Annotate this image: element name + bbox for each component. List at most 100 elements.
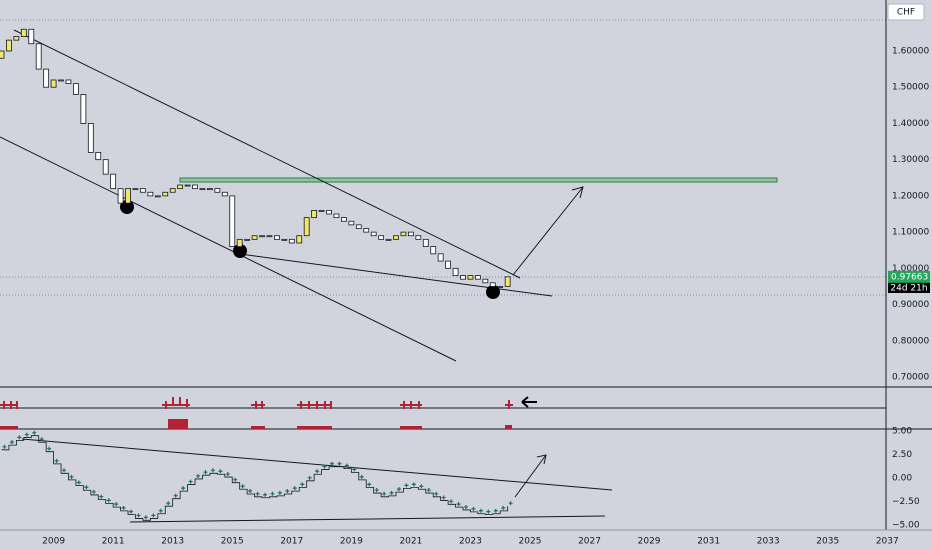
arrow [521,396,537,408]
y-tick-label: 1.30000 [892,155,929,165]
oscillator-point [478,508,483,513]
x-tick-label: 2019 [340,537,363,547]
oscillator-point [225,472,230,477]
oscillator-point [196,473,201,478]
oscillator-point [84,485,89,490]
candle [259,235,265,238]
x-tick-label: 2021 [399,537,422,547]
oscillator-point [203,470,208,475]
x-tick-label: 2029 [638,537,661,547]
candle [117,188,124,204]
candle [400,231,407,237]
y2-tick-label: 2.50 [892,450,912,460]
oscillator-point [352,467,357,472]
candle [251,235,258,240]
candle [110,173,117,190]
candle [58,79,64,82]
y-tick-label: 1.60000 [892,47,929,57]
y-tick-label: 1.40000 [892,119,929,129]
candle [73,83,79,95]
oscillator-line [1,435,509,521]
oscillator-point [121,505,126,510]
y-tick-label: 0.80000 [892,336,929,346]
oscillator-point [173,493,178,498]
candle [199,188,206,191]
candle [147,191,154,197]
oscillator-point [39,437,44,442]
oscillator-point [389,490,394,495]
candle [35,43,42,70]
oscillator-point [434,491,439,496]
candle [162,191,169,197]
currency-box [887,3,925,21]
candle [266,235,273,238]
oscillator-point [404,483,409,488]
candle [467,275,474,280]
oscillator-point [359,474,364,479]
oscillator-point [337,461,342,466]
candle [207,188,213,191]
candle [497,286,504,288]
oscillator-point [158,508,163,513]
oscillator-point [91,489,96,494]
candle [6,39,12,52]
candle [0,50,5,59]
candle [385,238,392,241]
marker [233,244,247,258]
candle [363,228,370,233]
candle [87,123,94,153]
oscillator-point [255,491,260,496]
y-tick-label: 1.20000 [892,191,929,201]
oscillator-point [210,468,215,473]
oscillator-point [263,492,268,497]
candle [95,152,102,161]
oscillator-point [248,488,253,493]
oscillator-point [233,477,238,482]
oscillator-point [181,486,186,491]
candle [192,184,198,190]
candle [102,159,109,175]
oscillator-point [218,469,223,474]
candle [482,278,489,284]
y-tick-label: 0.70000 [892,373,929,383]
candle [489,282,496,287]
oscillator-point [367,482,372,487]
oscillator-point [106,498,111,503]
candle [445,260,452,269]
oscillator-point [2,444,7,449]
arrow [514,454,547,498]
x-tick-label: 2027 [578,537,601,547]
candle [13,36,20,41]
candle [370,231,377,237]
oscillator-point [136,513,141,518]
oscillator-point [292,486,297,491]
oscillator-point [129,509,134,514]
oscillator-point [449,499,454,504]
candle [132,188,139,191]
oscillator-point [69,474,74,479]
oscillator-point [501,505,506,510]
currency: CHF [897,8,915,18]
oscillator-point [54,458,59,463]
oscillator-point [277,490,282,495]
oscillator-point [32,430,37,435]
candle [318,209,325,212]
trend-line [0,136,457,362]
candle [154,195,161,198]
candle [437,253,444,262]
y-tick-label: 1.00000 [892,264,929,274]
oscillator-point [285,488,290,493]
layout: CHF 24d 21h [0,0,932,531]
oscillator-point [344,463,349,468]
oscillator-point [9,440,14,445]
candle [184,184,191,187]
oscillator-point [270,491,275,496]
oscillator-point [166,501,171,506]
candle [296,235,303,244]
candle [460,275,466,280]
oscillator-point [411,482,416,487]
trend-line [21,438,613,491]
marker [486,285,500,299]
oscillator-point [143,515,148,520]
